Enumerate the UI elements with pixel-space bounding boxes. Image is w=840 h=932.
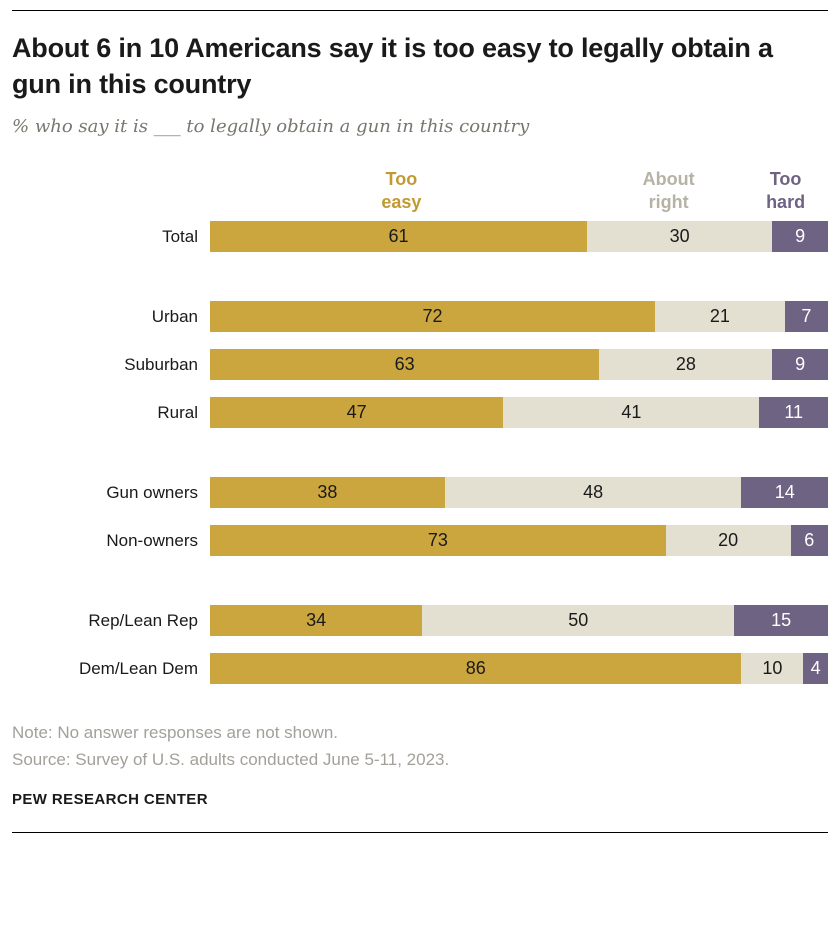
category-label: Urban [151,306,198,326]
bar-row-urban: Urban 72 21 7 [12,301,828,333]
bar-group: Gun owners 38 48 14 Non-owners 73 20 6 [12,477,828,557]
category-label: Gun owners [106,482,198,502]
bar-row-dem-lean-dem: Dem/Lean Dem 86 10 4 [12,653,828,685]
category-label: Dem/Lean Dem [78,658,198,678]
note-text: Note: No answer responses are not shown. [12,723,339,743]
bar-group: Rep/Lean Rep 34 50 15 Dem/Lean Dem 86 10 4 [12,605,828,685]
brand-label: PEW RESEARCH CENTER [12,790,208,808]
legend-label-too-easy: Too easy [381,169,422,212]
bar-segment-too-easy: 72 [210,301,655,333]
legend-label-about-right: About right [642,169,695,212]
bar-segment-too-hard: 14 [741,477,828,509]
chart-subtitle: % who say it is ___ to legally obtain a … [12,116,530,138]
bar-segment-about-right: 41 [503,397,760,429]
legend: Too easy About right Too hard [222,153,828,221]
stacked-bar-chart: Too easy About right Too hard Total 61 30 9 Ur… [12,153,828,685]
bar-row-gun-owners: Gun owners 38 48 14 [12,477,828,509]
bar-segment-too-easy: 47 [210,397,504,429]
footer-notes: Note: No answer responses are not shown.… [12,720,828,773]
bar-segment-about-right: 21 [654,301,785,333]
category-label: Total [162,226,198,246]
page: About 6 in 10 Americans say it is too ea… [0,10,840,833]
category-label: Suburban [124,354,198,374]
bar-segment-too-easy: 38 [210,477,445,509]
category-label: Rep/Lean Rep [88,610,198,630]
category-label: Rural [157,402,198,422]
chart-rows: Total 61 30 9 Urban 72 21 7 Suburban 63 28 9 Rural 47… [12,221,828,685]
bar-segment-too-easy: 61 [210,221,587,253]
bar-row-total: Total 61 30 9 [12,221,828,253]
bar-segment-about-right: 50 [422,605,735,637]
bar-segment-too-easy: 63 [210,349,600,381]
stacked-bar: 34 50 15 [210,605,828,637]
bar-group: Urban 72 21 7 Suburban 63 28 9 Rural 47 41 11 [12,301,828,429]
bar-row-non-owners: Non-owners 73 20 6 [12,525,828,557]
stacked-bar: 63 28 9 [210,349,828,381]
category-label: Non-owners [106,530,198,550]
bar-segment-too-hard: 6 [790,525,828,557]
bar-segment-too-easy: 86 [210,653,742,685]
bar-segment-too-hard: 15 [734,605,828,637]
bar-segment-about-right: 30 [586,221,773,253]
bar-segment-too-easy: 73 [210,525,666,557]
stacked-bar: 61 30 9 [210,221,828,253]
bar-segment-about-right: 20 [665,525,791,557]
stacked-bar: 72 21 7 [210,301,828,333]
bar-row-rural: Rural 47 41 11 [12,397,828,429]
bar-segment-too-hard: 9 [772,221,828,253]
bar-segment-too-easy: 34 [210,605,423,637]
bar-segment-too-hard: 11 [759,397,828,429]
bar-segment-too-hard: 9 [772,349,828,381]
source-text: Source: Survey of U.S. adults conducted … [12,749,450,769]
top-rule [12,10,828,11]
bar-row-rep-lean-rep: Rep/Lean Rep 34 50 15 [12,605,828,637]
bar-segment-about-right: 28 [599,349,773,381]
page-title: About 6 in 10 Americans say it is too ea… [12,33,773,99]
stacked-bar: 86 10 4 [210,653,828,685]
bottom-rule [12,831,828,833]
stacked-bar: 73 20 6 [210,525,828,557]
stacked-bar: 47 41 11 [210,397,828,429]
bar-row-suburban: Suburban 63 28 9 [12,349,828,381]
bar-segment-too-hard: 7 [784,301,828,333]
legend-label-too-hard: Too hard [766,169,806,212]
bar-group: Total 61 30 9 [12,221,828,253]
stacked-bar: 38 48 14 [210,477,828,509]
bar-segment-about-right: 10 [741,653,804,685]
bar-segment-about-right: 48 [444,477,742,509]
bar-segment-too-hard: 4 [803,653,828,685]
